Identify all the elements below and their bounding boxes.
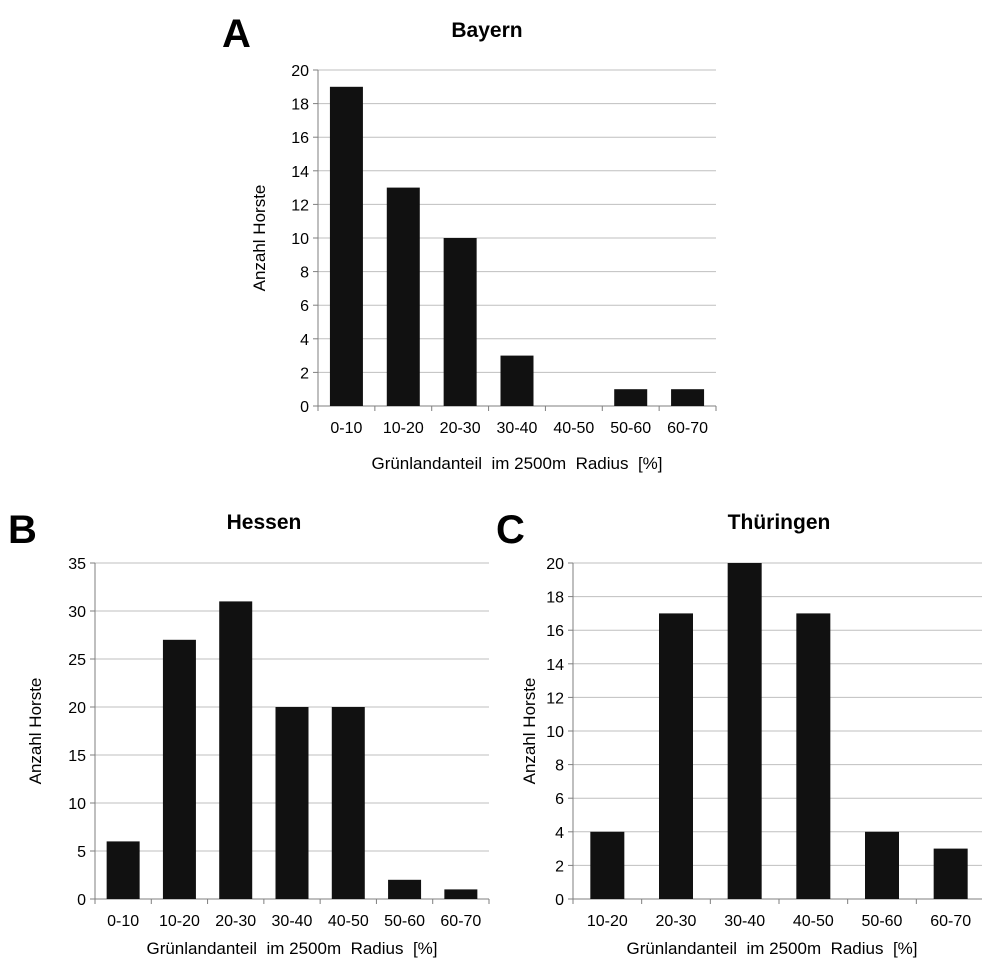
x-tick-label: 50-60	[610, 420, 651, 437]
y-tick-label: 30	[68, 604, 86, 621]
y-tick-label: 35	[68, 556, 86, 573]
bar-40-50	[796, 613, 831, 899]
x-tick-label: 60-70	[667, 420, 708, 437]
bar-30-40	[275, 707, 309, 899]
panel-letter: C	[496, 508, 525, 552]
y-axis-label: Anzahl Horste	[520, 678, 539, 785]
x-tick-label: 40-50	[553, 420, 594, 437]
y-axis-label: Anzahl Horste	[26, 678, 45, 785]
y-tick-label: 20	[291, 63, 309, 80]
chart-panel-a: A Bayern 0 2 4 6 8 10 12 14 16 18 20 0-10 10-20 20-30 30…	[222, 12, 717, 473]
x-axis-label: Grünlandanteil im 2500m Radius [%]	[371, 454, 662, 473]
x-tick-label: 0-10	[330, 420, 362, 437]
y-tick-label: 10	[291, 231, 309, 248]
x-tick-label: 50-60	[862, 913, 903, 930]
y-tick-label: 8	[555, 758, 564, 775]
y-tick-label: 20	[68, 700, 86, 717]
y-tick-label: 0	[77, 892, 86, 909]
x-tick-label: 0-10	[107, 913, 139, 930]
bar-20-30	[219, 601, 253, 899]
x-tick-label: 10-20	[587, 913, 628, 930]
y-tick-label: 0	[300, 399, 309, 416]
y-tick-label: 2	[555, 858, 564, 875]
x-tick-label: 30-40	[497, 420, 538, 437]
y-axis-label: Anzahl Horste	[250, 185, 269, 292]
chart-panel-b: B Hessen 0 5 10 15 20 25 30 35 0-10 10-20 20-30 30-40…	[8, 508, 490, 958]
x-tick-label: 10-20	[383, 420, 424, 437]
chart-title: Thüringen	[728, 511, 831, 534]
x-tick-label: 40-50	[328, 913, 369, 930]
y-tick-label: 0	[555, 892, 564, 909]
x-tick-label: 30-40	[724, 913, 765, 930]
y-tick-label: 8	[300, 265, 309, 282]
chart-panel-c: C Thüringen 0 2 4 6 8 10 12 14 16 18 20 10-20 20-30 30-…	[496, 508, 982, 958]
panel-letter: A	[222, 12, 251, 56]
bar-0-10	[329, 86, 363, 407]
x-tick-label: 50-60	[384, 913, 425, 930]
bar-60-70	[671, 389, 705, 406]
bar-60-70	[933, 848, 968, 899]
bar-20-30	[443, 238, 477, 406]
x-tick-label: 20-30	[656, 913, 697, 930]
bar-10-20	[162, 639, 196, 899]
y-tick-label: 4	[300, 332, 309, 349]
y-tick-label: 6	[300, 298, 309, 315]
y-tick-label: 16	[546, 623, 564, 640]
x-tick-label: 20-30	[440, 420, 481, 437]
bar-60-70	[444, 889, 478, 899]
x-tick-label: 60-70	[930, 913, 971, 930]
y-tick-label: 18	[546, 590, 564, 607]
y-tick-label: 14	[546, 657, 564, 674]
x-tick-label: 30-40	[272, 913, 313, 930]
x-tick-label: 60-70	[440, 913, 481, 930]
bar-50-60	[388, 879, 422, 899]
bar-0-10	[106, 841, 140, 899]
y-tick-label: 20	[546, 556, 564, 573]
y-tick-label: 2	[300, 365, 309, 382]
chart-title: Hessen	[227, 511, 302, 534]
y-tick-label: 25	[68, 652, 86, 669]
y-tick-label: 6	[555, 791, 564, 808]
y-tick-label: 14	[291, 164, 309, 181]
y-tick-label: 16	[291, 130, 309, 147]
y-tick-label: 10	[546, 724, 564, 741]
x-tick-label: 10-20	[159, 913, 200, 930]
x-tick-label: 20-30	[215, 913, 256, 930]
x-axis-label: Grünlandanteil im 2500m Radius [%]	[626, 939, 917, 958]
bar-30-40	[727, 563, 762, 899]
bar-10-20	[590, 831, 625, 899]
bar-40-50	[331, 707, 365, 899]
y-tick-label: 18	[291, 97, 309, 114]
chart-title: Bayern	[451, 19, 522, 42]
bar-10-20	[386, 187, 420, 406]
y-tick-label: 5	[77, 844, 86, 861]
x-tick-label: 40-50	[793, 913, 834, 930]
panel-letter: B	[8, 508, 37, 552]
y-tick-label: 4	[555, 825, 564, 842]
y-tick-label: 12	[291, 197, 309, 214]
y-tick-label: 10	[68, 796, 86, 813]
x-axis-label: Grünlandanteil im 2500m Radius [%]	[146, 939, 437, 958]
bar-50-60	[614, 389, 648, 406]
bar-50-60	[865, 831, 899, 899]
y-tick-label: 12	[546, 690, 564, 707]
bar-20-30	[659, 613, 693, 899]
bar-30-40	[500, 355, 534, 406]
y-tick-label: 15	[68, 748, 86, 765]
